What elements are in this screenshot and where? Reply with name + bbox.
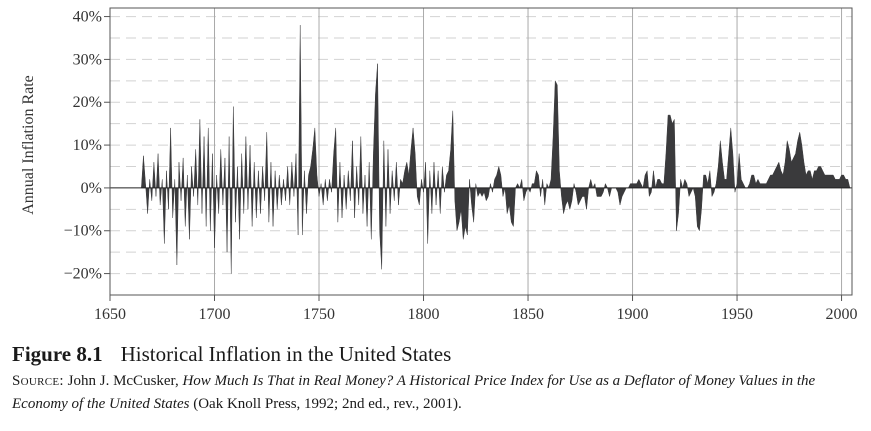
figure-source: Source: John J. McCusker, How Much Is Th… <box>12 370 862 416</box>
y-tick-label: −20% <box>64 266 102 283</box>
x-tick-label: 1700 <box>199 306 231 323</box>
y-tick-label: 0% <box>81 180 102 197</box>
x-tick-label: 1900 <box>617 306 649 323</box>
x-tick-label: 1800 <box>408 306 440 323</box>
y-tick-label: 10% <box>73 137 102 154</box>
inflation-area <box>141 24 851 274</box>
x-tick-label: 1850 <box>512 306 544 323</box>
source-details: (Oak Knoll Press, 1992; 2nd ed., rev., 2… <box>189 396 462 412</box>
x-tick-label: 1950 <box>721 306 753 323</box>
y-tick-label: 30% <box>73 51 102 68</box>
inflation-series-area <box>141 24 851 274</box>
y-gridlines <box>110 16 852 275</box>
y-axis-ticks: −20% −10% 0% 10% 20% 30% 40% <box>64 9 110 283</box>
source-author: John J. McCusker, <box>63 373 183 389</box>
y-tick-label: 20% <box>73 94 102 111</box>
x-axis-ticks: 1650 1700 1750 1800 1850 1900 1950 2000 <box>94 295 858 323</box>
plot-frame <box>109 7 853 296</box>
figure-caption: Figure 8.1 Historical Inflation in the Un… <box>12 341 862 416</box>
figure-title: Figure 8.1 Historical Inflation in the Un… <box>12 341 862 367</box>
x-tick-label: 1750 <box>303 306 335 323</box>
x-gridlines <box>214 8 843 295</box>
inflation-chart: −20%−10%0%10%20%30%40% 1650 1700 1750 1800 1… <box>20 7 858 323</box>
plot-border <box>109 7 853 296</box>
source-work-title: How Much Is That in Real Money? A Histor… <box>12 373 816 412</box>
source-label: Source: <box>12 373 64 389</box>
y-tick-label: 40% <box>73 9 102 26</box>
figure-title-text: Historical Inflation in the United State… <box>120 342 452 366</box>
y-axis-label: Annual Inflation Rate <box>20 75 37 215</box>
y-tick-label: −10% <box>64 223 102 240</box>
figure-number: Figure 8.1 <box>12 342 103 366</box>
x-tick-label: 2000 <box>826 306 858 323</box>
x-tick-label: 1650 <box>94 306 126 323</box>
